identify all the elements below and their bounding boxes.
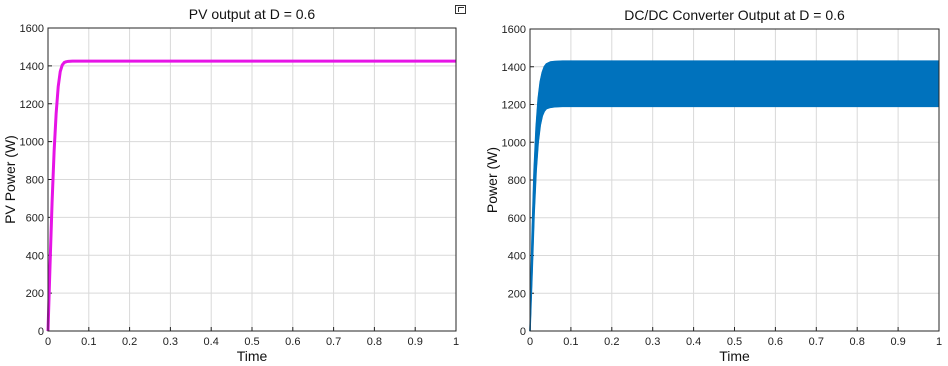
converter-output-chart-panel: 0 0.1 0.2 0.3 0.4 0.5 0.6 0.7 0.8 0.9 1 0 200 400 600 8…	[474, 0, 948, 366]
x-tick-label: 0.2	[604, 336, 619, 348]
x-tick-label: 1	[936, 336, 942, 348]
dock-figure-icon[interactable]	[455, 5, 466, 14]
plot-frame	[47, 27, 457, 332]
y-tick-label: 400	[26, 250, 44, 262]
x-tick-label: 0.3	[645, 336, 660, 348]
converter-power-upper-envelope	[529, 60, 939, 332]
y-tick-label: 1400	[502, 62, 526, 74]
y-axis-label: Power (W)	[484, 147, 500, 213]
y-tick-label: 200	[26, 288, 44, 300]
x-tick-label: 1	[453, 336, 459, 348]
plot-frame	[529, 28, 940, 332]
x-axis-label: Time	[237, 348, 268, 364]
x-tick-label: 0	[45, 336, 51, 348]
x-tick-label: 0.8	[850, 336, 865, 348]
x-tick-label: 0.1	[81, 336, 96, 348]
y-tick-label: 1400	[20, 61, 44, 73]
x-tick-label: 0.2	[122, 336, 137, 348]
y-tick-label: 800	[26, 175, 44, 187]
y-tick-label: 0	[38, 326, 44, 338]
x-tick-label: 0.5	[727, 336, 742, 348]
x-tick-label: 0.9	[890, 336, 905, 348]
x-tick-label: 0.8	[367, 336, 382, 348]
converter-power-lower-envelope	[529, 105, 939, 332]
x-tick-label: 0.1	[563, 336, 578, 348]
y-tick-label: 600	[508, 213, 526, 225]
y-tick-label: 1600	[20, 23, 44, 35]
x-tick-label: 0	[527, 336, 533, 348]
y-tick-label: 1000	[502, 137, 526, 149]
pv-output-chart: 0 0.1 0.2 0.3 0.4 0.5 0.6 0.7 0.8 0.9 1 0 200 400 600 8…	[2, 6, 459, 364]
x-tick-label: 0.7	[326, 336, 341, 348]
x-tick-label: 0.3	[163, 336, 178, 348]
y-tick-label: 1200	[502, 100, 526, 112]
y-tick-label: 200	[508, 288, 526, 300]
y-tick-label: 1600	[502, 24, 526, 36]
x-tick-label: 0.6	[768, 336, 783, 348]
x-axis-label: Time	[719, 348, 750, 364]
y-tick-label: 600	[26, 212, 44, 224]
y-tick-label: 800	[508, 175, 526, 187]
x-tick-label: 0.9	[408, 336, 423, 348]
chart-title: DC/DC Converter Output at D = 0.6	[624, 7, 845, 23]
pv-output-chart-panel: 0 0.1 0.2 0.3 0.4 0.5 0.6 0.7 0.8 0.9 1 0 200 400 600 8…	[2, 5, 466, 364]
y-tick-label: 0	[520, 326, 526, 338]
y-tick-label: 400	[508, 251, 526, 263]
y-tick-label: 1200	[20, 99, 44, 111]
y-tick-label: 1000	[20, 137, 44, 149]
y-axis-label: PV Power (W)	[2, 135, 18, 224]
x-tick-label: 0.6	[285, 336, 300, 348]
chart-title: PV output at D = 0.6	[189, 6, 316, 22]
converter-output-chart: 0 0.1 0.2 0.3 0.4 0.5 0.6 0.7 0.8 0.9 1 0 200 400 600 8…	[484, 7, 942, 364]
x-tick-label: 0.7	[809, 336, 824, 348]
pv-power-series-line	[46, 59, 456, 332]
x-tick-label: 0.4	[204, 336, 219, 348]
x-tick-label: 0.4	[686, 336, 701, 348]
x-tick-label: 0.5	[244, 336, 259, 348]
